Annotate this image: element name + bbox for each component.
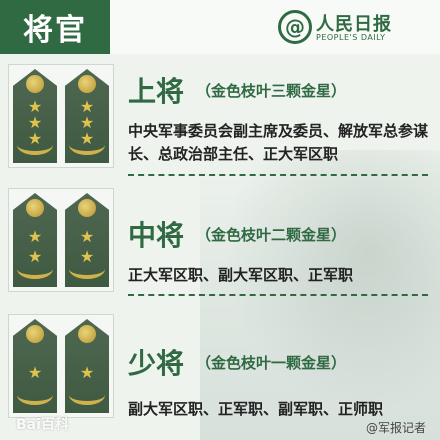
star-icon: ★ [27,97,43,116]
rank-description: 中央军事委员会副主席及委员、解放军总参谋长、总政治部主任、正大军区职 [128,122,429,163]
shoulder-board-left: ★ [13,319,57,413]
star-icon: ★ [27,113,43,132]
shoulder-boards: ★ ★ ★ ★ [8,188,114,292]
shoulder-board-left: ★ ★ ★ [13,69,57,163]
wreath-icon [17,259,53,279]
star-icon: ★ [79,227,95,246]
weibo-watermark: @军报记者 [365,421,426,435]
star-icon: ★ [27,363,43,382]
rank-row-general: ★ ★ ★ ★ ★ ★ 上将 （金色枝叶三颗金星） 中央军事委员会副主席及委员、… [0,62,440,184]
star-icon: ★ [79,363,95,382]
peoples-daily-logo: @ 人民日报 PEOPLE'S DAILY [278,8,428,48]
board-button-icon [26,325,44,343]
board-button-icon [78,199,96,217]
rank-description: 副大军区职、正军职、副军职、正师职 [128,400,384,418]
board-button-icon [26,75,44,93]
baike-watermark: Bai百科 [16,417,69,433]
star-icon: ★ [79,97,95,116]
shoulder-board-right: ★ ★ ★ [65,69,109,163]
board-button-icon [78,75,96,93]
shoulder-board-right: ★ [65,319,109,413]
board-button-icon [78,325,96,343]
shoulder-boards: ★ ★ ★ ★ ★ ★ [8,64,114,168]
rank-subtitle: （金色枝叶一颗金星） [196,354,347,372]
wreath-icon [69,135,105,155]
wreath-icon [17,385,53,405]
rank-title: 中将 [128,219,185,252]
divider [128,294,428,296]
wreath-icon [69,385,105,405]
rank-subtitle: （金色枝叶三颗金星） [196,82,347,100]
board-button-icon [26,199,44,217]
rank-title: 少将 [128,347,185,380]
page-title: 将官 [0,0,110,54]
rank-row-major-general: ★ ★ 少将 （金色枝叶一颗金星） 副大军区职、正军职、副军职、正师职 [0,308,440,440]
at-symbol-icon: @ [278,10,312,44]
rank-row-lieutenant-general: ★ ★ ★ ★ 中将 （金色枝叶二颗金星） 正大军区职、副大军区职、正军职 [0,186,440,304]
wreath-icon [17,135,53,155]
star-icon: ★ [27,227,43,246]
rank-description: 正大军区职、副大军区职、正军职 [128,266,354,284]
shoulder-board-left: ★ ★ [13,193,57,287]
logo-chinese-text: 人民日报 [316,14,392,35]
star-icon: ★ [79,113,95,132]
logo-english-text: PEOPLE'S DAILY [316,33,386,42]
shoulder-boards: ★ ★ [8,314,114,418]
rank-subtitle: （金色枝叶二颗金星） [196,226,347,244]
shoulder-board-right: ★ ★ [65,193,109,287]
divider [128,174,428,176]
header: 将官 @ 人民日报 PEOPLE'S DAILY [0,0,440,54]
wreath-icon [69,259,105,279]
rank-title: 上将 [128,75,185,108]
